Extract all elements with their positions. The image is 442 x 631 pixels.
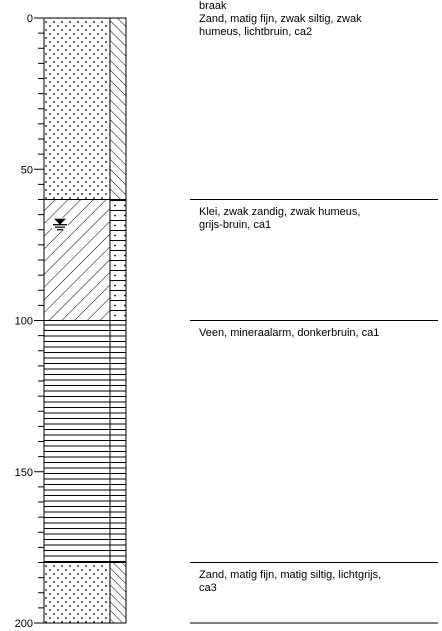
layer-3-description: Veen, mineraalarm, donkerbruin, ca1 — [199, 327, 379, 340]
layer-4-side-fill — [109, 562, 127, 624]
description-line: Zand, matig fijn, zwak siltig, zwak — [199, 13, 362, 25]
groundwater-level-icon — [52, 217, 68, 231]
depth-tick-label: 200 — [15, 618, 33, 630]
layers — [43, 17, 438, 624]
depth-axis: 0 50 100 150 200 — [15, 13, 44, 630]
description-line: humeus, lichtbruin, ca2 — [199, 26, 313, 38]
description-line: Zand, matig fijn, matig siltig, lichtgri… — [199, 568, 382, 581]
depth-tick-label: 50 — [21, 164, 33, 176]
description-line: ca3 — [199, 581, 217, 594]
description-line: braak — [199, 0, 227, 12]
layer-1-description: braak Zand, matig fijn, zwak siltig, zwak… — [199, 0, 362, 39]
layer-1-main-fill — [43, 17, 111, 200]
description-line: Veen, mineraalarm, donkerbruin, ca1 — [199, 326, 380, 339]
layer-3-main-fill — [43, 320, 111, 563]
layer-1-side-fill — [109, 17, 127, 200]
layer-2-main-fill — [43, 199, 111, 321]
depth-tick-label: 100 — [15, 316, 33, 328]
description-line: grijs-bruin, ca1 — [199, 218, 272, 231]
layer-4-main-fill — [43, 562, 111, 624]
depth-tick-label: 150 — [15, 467, 33, 479]
layer-3-side-fill — [109, 320, 127, 563]
layer-4-description: Zand, matig fijn, matig siltig, lichtgri… — [199, 569, 381, 595]
description-line: Klei, zwak zandig, zwak humeus, — [199, 205, 361, 218]
depth-tick-label: 0 — [27, 13, 33, 25]
layer-2-description: Klei, zwak zandig, zwak humeus, grijs-bru… — [199, 206, 360, 232]
layer-2-side-fill — [109, 199, 127, 321]
groundwater-level — [52, 217, 68, 231]
